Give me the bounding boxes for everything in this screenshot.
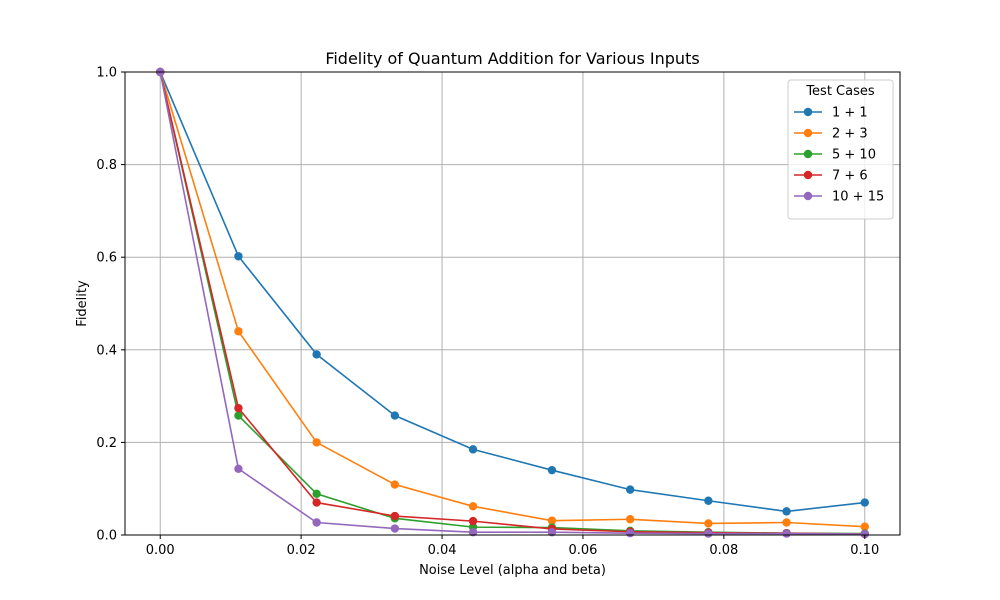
data-point: [390, 524, 400, 533]
series: [156, 67, 869, 516]
legend-label: 7 + 6: [832, 169, 868, 184]
data-point: [704, 496, 713, 505]
data-point: [547, 465, 557, 475]
data-point: [704, 519, 713, 528]
legend-swatch-marker: [803, 149, 813, 159]
y-tick-label: 0.0: [96, 529, 117, 544]
legend-item: 5 + 10: [794, 148, 876, 163]
legend-swatch-marker: [803, 170, 813, 180]
data-point: [312, 350, 321, 359]
data-point: [782, 529, 791, 538]
legend-swatch-marker: [803, 191, 813, 201]
y-tick-label: 0.2: [96, 436, 117, 451]
series: [156, 67, 869, 538]
chart-title: Fidelity of Quantum Addition for Various…: [325, 49, 699, 68]
legend-swatch-marker: [803, 128, 813, 138]
x-tick-label: 0.02: [287, 543, 316, 558]
data-point: [468, 502, 478, 511]
x-tick-label: 0.04: [428, 543, 457, 558]
series: [156, 67, 869, 539]
series-line: [159, 71, 865, 535]
data-point: [625, 485, 635, 494]
data-point: [782, 518, 791, 527]
series-line: [159, 71, 865, 513]
legend-label: 1 + 1: [832, 106, 868, 121]
legend-item: 1 + 1: [794, 106, 868, 121]
legend-swatch-marker: [803, 107, 813, 117]
data-point: [234, 252, 243, 261]
data-point: [547, 528, 557, 537]
y-tick-label: 0.4: [96, 343, 117, 358]
data-point: [234, 411, 243, 420]
data-point: [390, 511, 400, 521]
y-axis-label: Fidelity: [75, 280, 90, 327]
y-tick-label: 0.6: [96, 251, 117, 266]
data-point: [625, 515, 635, 524]
data-point: [234, 403, 243, 413]
legend-item: 7 + 6: [794, 169, 868, 184]
data-point: [704, 529, 713, 538]
data-point: [468, 445, 478, 454]
data-point: [390, 480, 400, 489]
data-point: [860, 522, 869, 531]
series: [156, 67, 869, 531]
data-point: [468, 516, 478, 526]
x-axis-label: Noise Level (alpha and beta): [419, 563, 606, 578]
plot-frame: [124, 71, 901, 536]
data-point: [625, 528, 635, 538]
series-layer: [156, 67, 869, 539]
legend-box: [787, 79, 894, 220]
data-point: [468, 528, 478, 537]
legend-label: 5 + 10: [832, 148, 876, 163]
data-point: [860, 529, 869, 539]
y-tick-label: 1.0: [96, 66, 117, 81]
series: [156, 67, 869, 539]
data-point: [234, 464, 243, 473]
legend-label: 10 + 15: [832, 190, 884, 205]
data-point: [312, 489, 321, 498]
data-point: [860, 498, 869, 507]
data-point: [782, 507, 791, 516]
series-line: [159, 71, 865, 535]
legend-item: 10 + 15: [794, 190, 884, 205]
data-point: [234, 327, 243, 336]
x-tick-label: 0.10: [850, 543, 879, 558]
grid: [125, 71, 900, 536]
data-point: [390, 411, 400, 420]
legend-title: Test Cases: [805, 84, 875, 99]
axis-ticks: 0.00 0.02 0.04 0.06 0.08 0.10 0.0 0.2 0.4 0.6 0.8 1…: [96, 66, 879, 559]
series-line: [159, 71, 865, 528]
legend: Test Cases 1 + 1 2 + 3 5 + 10 7 + 6 10 + 15: [787, 79, 894, 220]
series-line: [159, 71, 865, 535]
data-point: [312, 438, 321, 447]
y-tick-label: 0.8: [96, 158, 117, 173]
data-point: [312, 518, 321, 527]
x-tick-label: 0.06: [568, 543, 597, 558]
x-tick-label: 0.00: [146, 543, 175, 558]
legend-items: 1 + 1 2 + 3 5 + 10 7 + 6 10 + 15: [794, 106, 884, 205]
x-tick-label: 0.08: [709, 543, 738, 558]
data-point: [312, 498, 321, 507]
legend-item: 2 + 3: [794, 127, 868, 142]
data-point: [547, 516, 557, 525]
legend-label: 2 + 3: [832, 127, 868, 142]
